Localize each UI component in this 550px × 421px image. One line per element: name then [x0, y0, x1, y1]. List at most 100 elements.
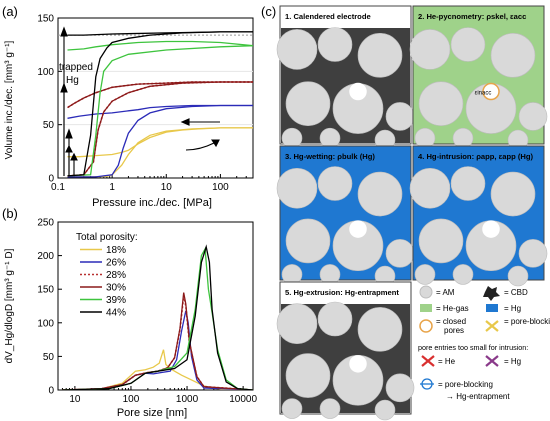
- panel-b-frame: [57, 221, 254, 391]
- panel-b-chart: (b) 10 100 1000 10000 0 50 100 150 200 250 Pore s…: [2, 206, 257, 419]
- series-30-extrusion: [67, 81, 253, 109]
- step-header-bg: [281, 283, 410, 301]
- am-particle: [319, 398, 341, 419]
- am-particle: [490, 33, 536, 78]
- x-tick-label: 1000: [176, 394, 199, 405]
- x-tick-label: 100: [212, 182, 229, 193]
- am-particle: [518, 102, 548, 131]
- panel-a-chart: (a) 0.1 1 10 100 0 50 100 150 Pressure inc./dec…: [2, 4, 254, 209]
- am-particle: [357, 171, 403, 217]
- step-header-bg: [281, 7, 410, 25]
- y-tick-label: 100: [37, 318, 54, 329]
- series-44-extrusion: [67, 31, 253, 36]
- panel-c-schematic: (c) 1. Calendered electrode 2. He-pycnome…: [261, 4, 550, 421]
- closed-pore: [482, 82, 500, 101]
- series-30: [62, 292, 253, 390]
- legend-entry-he-swatch: [421, 355, 435, 367]
- x-tick-label: 0.1: [51, 182, 65, 193]
- panel-b-label: (b): [2, 206, 18, 221]
- legend-he-label: = He-gas: [436, 304, 469, 313]
- step-panel-3: 3. Hg-wetting: ρbulk (Hg): [276, 145, 415, 287]
- legend-label-39: 39%: [106, 295, 126, 306]
- y-tick-label: 150: [37, 14, 54, 25]
- closed-pore: [482, 220, 500, 238]
- am-particle: [317, 166, 353, 201]
- step-title: 5. Hg-extrusion: Hg-entrapment: [285, 288, 399, 297]
- legend-entry-hg-swatch: [485, 355, 499, 367]
- panel-a-label: (a): [2, 4, 18, 19]
- panel-c-label: (c): [261, 4, 276, 19]
- step-panel-4: 4. Hg-intrusion: ρapp, εapp (Hg): [409, 145, 548, 287]
- legend-label-28: 28%: [106, 270, 126, 281]
- legend-he-swatch: [420, 304, 432, 312]
- x-tick-label: 10: [161, 182, 173, 193]
- panel-b-xlabel: Pore size [nm]: [117, 407, 187, 419]
- legend-cbd-label: = CBD: [504, 288, 528, 297]
- x-tick-label: 100: [123, 394, 140, 405]
- closed-pore: [349, 355, 367, 373]
- series-26-intrusion: [67, 104, 253, 178]
- am-particle: [409, 167, 451, 209]
- step-panel-1: 1. Calendered electrode: [276, 5, 415, 151]
- y-tick-label: 250: [37, 218, 54, 229]
- y-tick-label: 150: [37, 285, 54, 296]
- step-title: 1. Calendered electrode: [285, 12, 371, 21]
- panel-b-series: [62, 244, 253, 390]
- step-title: 4. Hg-intrusion: ρapp, εapp (Hg): [418, 152, 533, 161]
- legend-entries-title: pore entries too small for intrusion:: [418, 343, 528, 352]
- am-particle: [414, 264, 436, 285]
- y-tick-label: 100: [37, 67, 54, 78]
- legend-blocking-swatch: [485, 320, 499, 332]
- y-tick-label: 0: [48, 386, 54, 397]
- legend-entrap-label-2: → Hg-entrapment: [446, 392, 510, 401]
- am-particle: [285, 353, 331, 398]
- trapped-hg-arrows: [60, 26, 78, 176]
- y-tick-label: 200: [37, 251, 54, 262]
- am-particle: [317, 27, 353, 62]
- am-particle: [281, 264, 303, 285]
- legend-entrap-label: = pore-blocking: [438, 380, 493, 389]
- step-panels: 1. Calendered electrode 2. He-pycnometry:…: [276, 5, 548, 421]
- am-particle: [385, 102, 415, 131]
- y-tick-label: 50: [43, 120, 55, 131]
- am-particle: [418, 81, 464, 126]
- series-18-extrusion: [67, 127, 253, 158]
- legend-label-18: 18%: [106, 245, 126, 256]
- legend-label-44: 44%: [106, 308, 126, 319]
- legend-blocking-label: = pore-blocking: [504, 317, 550, 326]
- series-26-extrusion: [67, 104, 253, 119]
- x-tick-label: 10000: [229, 394, 257, 405]
- legend-am-label: = AM: [436, 288, 455, 297]
- step-header-bg: [281, 147, 410, 165]
- step-header-bg: [414, 147, 543, 165]
- trapped-hg-text: trapped Hg: [59, 62, 93, 86]
- y-tick-label: 0: [48, 174, 54, 185]
- legend-hg-label: = Hg: [504, 304, 521, 313]
- step-header-bg: [414, 7, 543, 25]
- x-tick-label: 1: [109, 182, 115, 193]
- x-tick-label: 10: [69, 394, 81, 405]
- am-particle: [357, 33, 403, 78]
- am-particle: [276, 167, 318, 209]
- legend-am-swatch: [419, 285, 433, 299]
- step-title: 2. He-pycnometry: ρskel, εacc: [418, 12, 526, 21]
- trapped-hg-annotation: trapped Hg: [59, 26, 220, 176]
- am-particle: [518, 239, 548, 268]
- panel-a-xlabel: Pressure inc./dec. [MPa]: [92, 197, 212, 209]
- am-particle: [281, 398, 303, 419]
- am-particle: [276, 303, 318, 345]
- panel-a-ylabel: Volume inc./dec. [mm³ g⁻¹]: [4, 40, 15, 159]
- legend-cbd-swatch: [483, 286, 500, 301]
- step-panel-2: 2. He-pycnometry: ρskel, εacc εinacc: [409, 5, 548, 151]
- panel-a-frame: [57, 17, 254, 179]
- am-particle: [452, 264, 474, 285]
- am-particle: [450, 27, 486, 62]
- am-particle: [385, 239, 415, 268]
- legend-closed-label-2: pores: [444, 326, 464, 335]
- legend-title: Total porosity:: [76, 232, 138, 243]
- am-particle: [317, 301, 353, 337]
- closed-pore: [349, 220, 367, 238]
- am-particle: [319, 127, 341, 149]
- am-particle: [374, 399, 396, 421]
